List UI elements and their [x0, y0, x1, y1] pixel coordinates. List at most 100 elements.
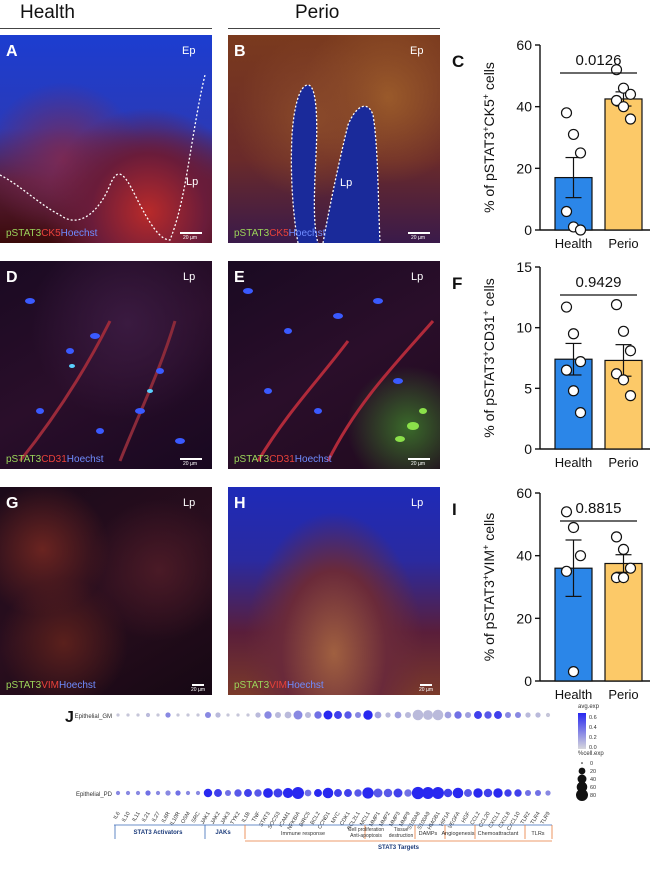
dot-gm-il10 [126, 713, 130, 717]
gene-label: TLR2 [520, 811, 532, 826]
dot-gm-tlr9 [545, 712, 551, 718]
dot-pd-il21 [145, 790, 151, 796]
scale-bar [420, 684, 432, 686]
data-point [560, 565, 573, 577]
legend-pct-tick: 80 [590, 793, 596, 799]
y-axis-label: % of pSTAT3+CD31+ cells [481, 278, 497, 437]
dot-gm-cxcl10 [514, 711, 522, 719]
data-point [624, 88, 637, 100]
legend-exp-tick: 0.4 [589, 725, 597, 731]
subgroup-label: Tissue [394, 827, 409, 833]
region-label-lp: Lp [340, 177, 353, 189]
dot-gm-tnf [255, 712, 261, 718]
data-point [610, 64, 623, 76]
stain-blue: Hoechst [286, 680, 324, 691]
x-tick-label: Health [555, 236, 593, 251]
dot-pd-ccnd1 [322, 787, 334, 799]
y-axis-label-part: cells [481, 513, 497, 545]
dot-pd-stat3 [263, 788, 273, 798]
legend-exp-tick: 0.6 [589, 715, 597, 721]
stain-legend: pSTAT3CD31Hoechst [6, 454, 103, 465]
data-point [574, 147, 587, 159]
gene-label: JAK3 [220, 811, 232, 825]
data-point [624, 562, 637, 574]
data-point [567, 328, 580, 340]
dot-gm-jak3 [226, 713, 230, 717]
subgroup-label: Immune response [281, 831, 325, 837]
dot-pd-s100a9 [422, 787, 434, 799]
stain-blue: Hoechst [288, 228, 326, 239]
dot-pd-jak1 [203, 788, 213, 798]
legend-pct-dot [577, 774, 587, 784]
gene-label: MYC [330, 811, 341, 825]
y-axis-label-part: + [481, 575, 491, 580]
data-point [610, 94, 623, 107]
panel-letter-j: J [65, 709, 74, 726]
y-tick-label: 0 [524, 673, 532, 689]
dot-gm-tlr2 [525, 712, 531, 718]
gene-label: SRC [191, 811, 202, 824]
dot-pd-nfkbia [292, 787, 304, 799]
y-axis-label-part: % of pSTAT3 [481, 580, 497, 661]
dot-pd-myc [334, 789, 342, 797]
targets-label: STAT3 Targets [378, 845, 420, 851]
dot-pd-tlr9 [545, 790, 551, 796]
micrograph-g: G Lp pSTAT3VIMHoechst 20 µm [0, 487, 212, 695]
dot-gm-vegfa [454, 711, 462, 719]
data-point [617, 571, 630, 584]
legend-pct-title: %cell.exp [578, 751, 604, 757]
gene-label: IL10R [169, 811, 182, 827]
stain-legend: pSTAT3CK5Hoechst [6, 228, 97, 239]
dot-pd-cxcl8 [504, 789, 512, 797]
data-point [560, 506, 573, 518]
gene-label: TLR9 [540, 811, 552, 826]
legend-exp-title: avg.exp [578, 704, 600, 710]
dot-pd-ccl20 [483, 788, 493, 798]
dot-pd-mmp2 [383, 788, 393, 798]
gene-label: TYK2 [230, 811, 242, 826]
y-tick-label: 40 [516, 548, 532, 564]
p-value: 0.0126 [576, 52, 622, 69]
dot-pd-icam1 [282, 787, 294, 799]
dot-pd-src [195, 790, 201, 796]
y-axis-label-part: VIM [481, 550, 497, 575]
y-axis-label-part: % of pSTAT3 [481, 356, 497, 437]
dot-pd-il6 [115, 790, 121, 796]
dot-pd-ccl2 [473, 788, 483, 798]
panel-letter-d: D [6, 269, 18, 286]
subgroup-label: Angiogenesis [441, 831, 474, 837]
dot-gm-cxcl8 [504, 711, 512, 719]
dot-pd-cdk1 [344, 789, 352, 797]
y-axis-label-part: + [481, 351, 491, 356]
dot-pd-tlr4 [534, 789, 542, 797]
stain-green: pSTAT3 [234, 680, 270, 691]
stain-red: VIM [41, 680, 59, 691]
dot-pd-hif1a [443, 788, 453, 798]
data-point [617, 325, 630, 337]
dot-pd-tlr2 [524, 789, 532, 797]
dot-pd-tyk2 [234, 789, 242, 797]
dot-pd-tnf [254, 789, 262, 797]
dot-gm-cxcl1 [494, 711, 502, 719]
y-tick-label: 20 [516, 160, 532, 176]
dot-gm-tyk2 [236, 713, 240, 717]
y-tick-label: 5 [524, 380, 532, 396]
y-axis-label-part: CK5 [481, 99, 497, 126]
scale-bar-text: 20 µm [419, 687, 433, 693]
gene-label: JAK1 [200, 811, 212, 825]
dot-pd-mmp9 [404, 789, 412, 797]
column-underline-health [0, 28, 212, 29]
dot-gm-ccl20 [484, 711, 492, 719]
gene-label: IL6R [161, 811, 172, 824]
dot-pd-vegfa [452, 787, 464, 799]
dot-gm-cdk1 [344, 711, 352, 719]
data-point [560, 107, 573, 119]
data-point [624, 345, 637, 357]
data-point [574, 550, 587, 562]
y-tick-label: 0 [524, 222, 532, 238]
dot-gm-s100a8 [412, 709, 424, 721]
dot-gm-il27 [156, 713, 160, 717]
scale-bar [180, 232, 202, 234]
data-point [574, 407, 587, 419]
